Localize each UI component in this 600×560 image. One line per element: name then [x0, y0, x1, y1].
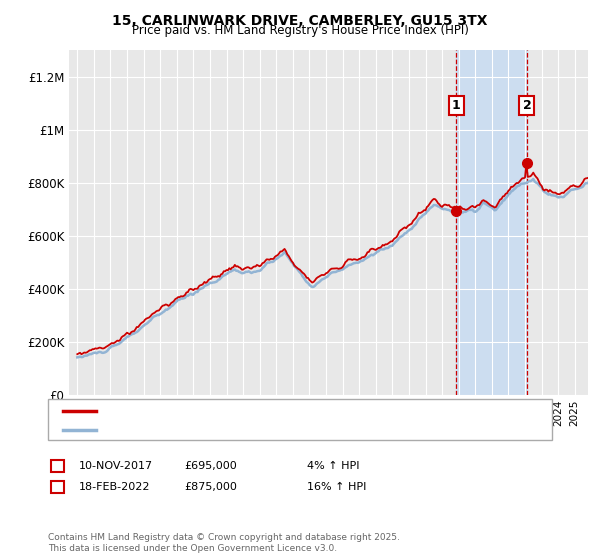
Text: 2: 2 [523, 99, 532, 112]
Text: Price paid vs. HM Land Registry's House Price Index (HPI): Price paid vs. HM Land Registry's House … [131, 24, 469, 37]
Text: 18-FEB-2022: 18-FEB-2022 [79, 482, 151, 492]
Text: £875,000: £875,000 [184, 482, 237, 492]
Text: 15, CARLINWARK DRIVE, CAMBERLEY, GU15 3TX (detached house): 15, CARLINWARK DRIVE, CAMBERLEY, GU15 3T… [105, 405, 476, 416]
Text: 1: 1 [452, 99, 461, 112]
Text: 2: 2 [54, 482, 61, 492]
Text: £695,000: £695,000 [184, 461, 237, 471]
Bar [457, 50, 527, 395]
Text: 16% ↑ HPI: 16% ↑ HPI [307, 482, 367, 492]
Text: 10-NOV-2017: 10-NOV-2017 [79, 461, 154, 471]
Text: Contains HM Land Registry data © Crown copyright and database right 2025.
This d: Contains HM Land Registry data © Crown c… [48, 533, 400, 553]
Text: 1: 1 [54, 461, 61, 471]
Text: HPI: Average price, detached house, Surrey Heath: HPI: Average price, detached house, Surr… [105, 424, 385, 435]
Text: 4% ↑ HPI: 4% ↑ HPI [307, 461, 360, 471]
Text: 15, CARLINWARK DRIVE, CAMBERLEY, GU15 3TX: 15, CARLINWARK DRIVE, CAMBERLEY, GU15 3T… [112, 14, 488, 28]
